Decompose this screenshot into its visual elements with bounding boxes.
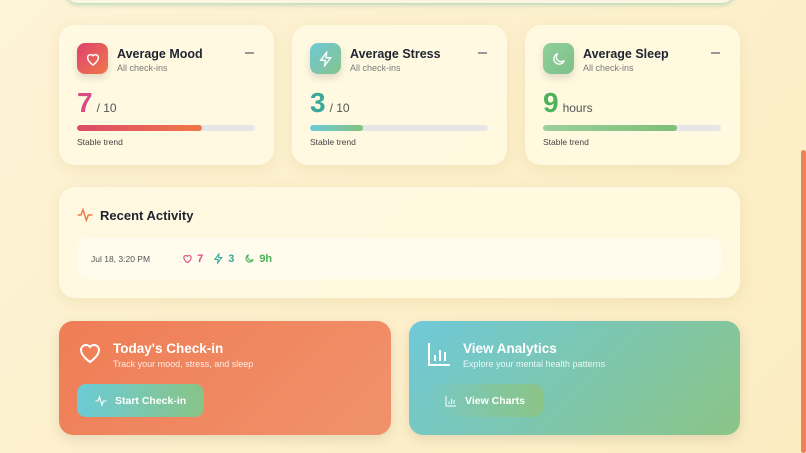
card-subtitle: All check-ins xyxy=(117,63,168,73)
entry-sleep: 9h xyxy=(259,252,273,265)
stat-unit: hours xyxy=(562,101,593,115)
activity-entry[interactable]: Jul 18, 3:20 PM 7 3 9h xyxy=(77,238,721,279)
view-analytics-card[interactable]: View Analytics Explore your mental healt… xyxy=(409,321,740,435)
card-title: Average Mood xyxy=(117,47,203,61)
entry-mood: 7 xyxy=(197,252,204,265)
card-title: Average Sleep xyxy=(583,47,669,61)
button-label: View Charts xyxy=(465,394,525,407)
lightning-icon xyxy=(310,43,341,74)
progress-bar xyxy=(543,125,721,131)
average-sleep-card: Average Sleep All check-ins 9 hours Stabl… xyxy=(525,25,740,165)
lightning-icon xyxy=(213,253,223,264)
activity-icon xyxy=(77,208,93,222)
scrollbar-thumb[interactable] xyxy=(801,150,806,453)
average-stress-card: Average Stress All check-ins 3/ 10 Stabl… xyxy=(292,25,507,165)
entry-date: Jul 18, 3:20 PM xyxy=(91,253,151,264)
bar-chart-icon xyxy=(445,395,456,406)
heart-icon xyxy=(183,254,192,264)
activity-icon xyxy=(95,394,107,407)
minus-icon xyxy=(245,52,254,54)
stat-unit: / 10 xyxy=(329,101,350,115)
todays-checkin-card[interactable]: Today's Check-in Track your mood, stress… xyxy=(59,321,391,435)
start-checkin-button[interactable]: Start Check-in xyxy=(77,384,205,417)
card-title: View Analytics xyxy=(463,341,557,356)
average-mood-card: Average Mood All check-ins 7/ 10 Stable … xyxy=(59,25,274,165)
card-subtitle: All check-ins xyxy=(583,63,634,73)
card-title: Average Stress xyxy=(350,47,441,61)
moon-icon xyxy=(245,254,255,263)
trend-label: Stable trend xyxy=(310,137,356,147)
heart-icon xyxy=(79,344,101,364)
progress-bar xyxy=(77,125,255,131)
bar-chart-icon xyxy=(428,343,450,366)
section-title: Recent Activity xyxy=(100,208,194,223)
card-title: Today's Check-in xyxy=(113,341,224,356)
card-subtitle: All check-ins xyxy=(350,63,401,73)
stat-unit: / 10 xyxy=(96,101,117,115)
button-label: Start Check-in xyxy=(115,394,187,407)
recent-activity-card: Recent Activity Jul 18, 3:20 PM 7 3 9h xyxy=(59,187,740,298)
progress-bar xyxy=(310,125,488,131)
stat-value: 7 xyxy=(77,87,93,118)
heart-icon xyxy=(77,43,108,74)
view-charts-button[interactable]: View Charts xyxy=(427,384,543,417)
entry-stress: 3 xyxy=(228,252,235,265)
card-subtitle: Explore your mental health patterns xyxy=(463,359,606,369)
stat-value: 9 xyxy=(543,87,559,118)
stat-value: 3 xyxy=(310,87,326,118)
trend-label: Stable trend xyxy=(77,137,123,147)
moon-icon xyxy=(543,43,574,74)
minus-icon xyxy=(478,52,487,54)
card-subtitle: Track your mood, stress, and sleep xyxy=(113,359,254,369)
previous-card-edge xyxy=(65,0,735,3)
trend-label: Stable trend xyxy=(543,137,589,147)
minus-icon xyxy=(711,52,720,54)
